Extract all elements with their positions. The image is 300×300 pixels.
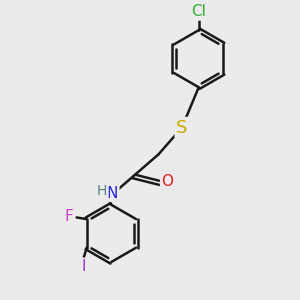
Text: O: O [161,174,173,189]
Text: I: I [81,259,85,274]
Text: Cl: Cl [191,4,206,19]
Text: N: N [107,186,118,201]
Text: H: H [97,184,107,198]
Text: S: S [176,118,188,136]
Text: F: F [65,209,74,224]
